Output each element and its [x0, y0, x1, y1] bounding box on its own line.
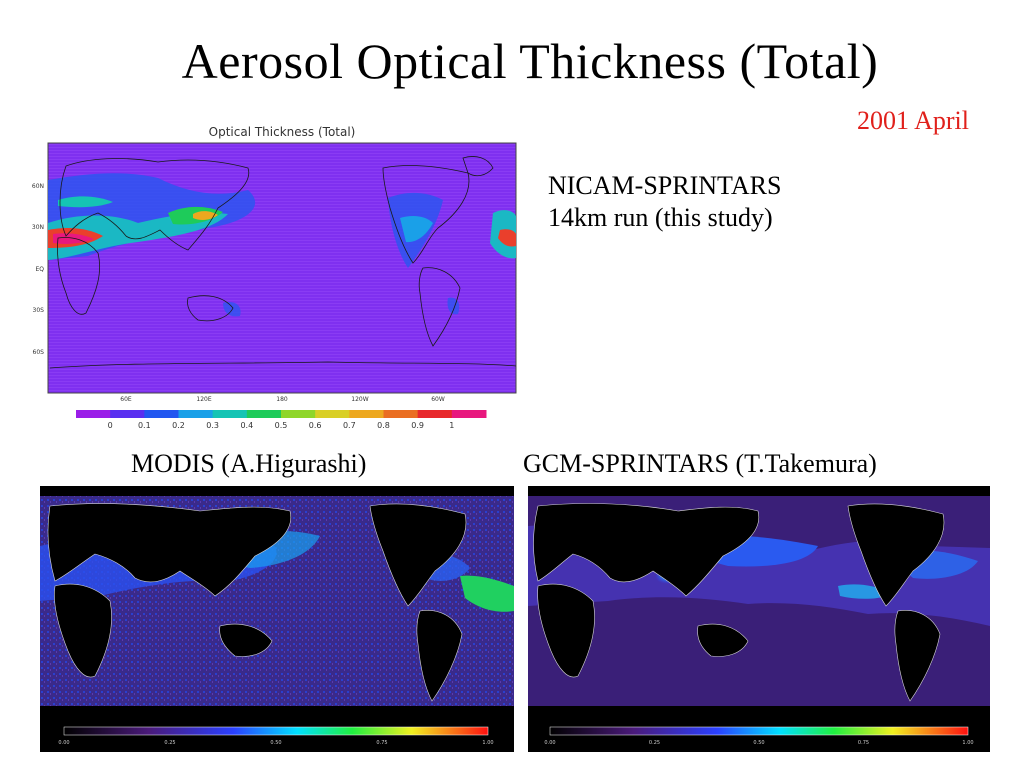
colorbar-tick-label: 0.5: [275, 421, 288, 430]
lat-tick-30n: 30N: [32, 224, 44, 231]
colorbar-tick-label: 0.8: [377, 421, 390, 430]
colorbar-tick-label: 0.4: [240, 421, 253, 430]
colorbar-tick-label: 0.3: [206, 421, 219, 430]
colorbar-tick-label: 0.6: [309, 421, 322, 430]
slide-title: Aerosol Optical Thickness (Total): [181, 33, 879, 89]
gcm-colorbar: [549, 726, 969, 736]
gcm-colorbar-labels: 0.00 0.25 0.50 0.75 1.00: [544, 740, 973, 746]
modis-colorbar-labels: 0.00 0.25 0.50 0.75 1.00: [58, 740, 493, 746]
colorbar-tick-label: 0.75: [376, 740, 387, 746]
colorbar-segment: [76, 410, 111, 418]
colorbar-tick-label: 0.00: [58, 740, 69, 746]
colorbar-tick-label: 0.9: [411, 421, 424, 430]
gcm-caption: GCM-SPRINTARS (T.Takemura): [523, 449, 877, 478]
lon-tick-60w: 60W: [431, 396, 445, 403]
nicam-model-name: NICAM-SPRINTARS: [548, 171, 782, 200]
lat-tick-eq: EQ: [35, 266, 44, 273]
colorbar-segment: [144, 410, 179, 418]
lon-tick-60e: 60E: [120, 396, 132, 403]
nicam-description: NICAM-SPRINTARS 14km run (this study): [548, 170, 781, 234]
nicam-map: Optical Thickness (Total) 60N 30N EQ: [32, 125, 517, 430]
modis-caption: MODIS (A.Higurashi): [131, 449, 367, 478]
nicam-colorbar: [76, 410, 487, 418]
colorbar-tick-label: 0.2: [172, 421, 185, 430]
colorbar-segment: [178, 410, 214, 418]
colorbar-tick-label: 0.75: [858, 740, 869, 746]
colorbar-segment: [246, 410, 282, 418]
colorbar-segment: [349, 410, 384, 418]
colorbar-segment: [212, 410, 248, 418]
lon-tick-180: 180: [276, 396, 288, 403]
map-area: [47, 142, 517, 394]
colorbar-tick-label: 1.00: [482, 740, 493, 746]
colorbar-segment: [451, 410, 487, 418]
colorbar-tick-label: 0.1: [138, 421, 151, 430]
colorbar-tick-label: 0: [108, 421, 113, 430]
date-label: 2001 April: [857, 106, 969, 135]
colorbar-tick-label: 0.00: [544, 740, 555, 746]
colorbar-tick-label: 0.7: [343, 421, 356, 430]
lon-tick-120w: 120W: [351, 396, 368, 403]
lat-tick-60n: 60N: [32, 183, 44, 190]
modis-map: 0.00 0.25 0.50 0.75 1.00: [40, 486, 514, 752]
colorbar-segment: [281, 410, 316, 418]
colorbar-tick-label: 0.50: [270, 740, 281, 746]
lon-axis-labels: 60E 120E 180 120W 60W: [120, 396, 445, 403]
colorbar-tick-label: 0.25: [649, 740, 660, 746]
lat-axis-labels: 60N 30N EQ 30S 60S: [32, 183, 44, 356]
colorbar-segment: [383, 410, 419, 418]
nicam-colorbar-labels: 0 0.1 0.2 0.3 0.4 0.5 0.6 0.7 0.8 0.9 1: [108, 421, 455, 430]
colorbar-segment: [110, 410, 145, 418]
colorbar-tick-label: 0.25: [164, 740, 175, 746]
nicam-run-description: 14km run (this study): [548, 203, 773, 232]
colorbar-segment: [315, 410, 350, 418]
colorbar-tick-label: 1: [449, 421, 454, 430]
lon-tick-120e: 120E: [196, 396, 211, 403]
lat-tick-30s: 30S: [33, 307, 45, 314]
colorbar-tick-label: 0.50: [753, 740, 764, 746]
nicam-map-title: Optical Thickness (Total): [209, 125, 356, 139]
modis-colorbar: [63, 726, 489, 736]
colorbar-tick-label: 1.00: [962, 740, 973, 746]
lat-tick-60s: 60S: [33, 349, 45, 356]
gcm-map: 0.00 0.25 0.50 0.75 1.00: [528, 486, 990, 752]
colorbar-segment: [417, 410, 453, 418]
